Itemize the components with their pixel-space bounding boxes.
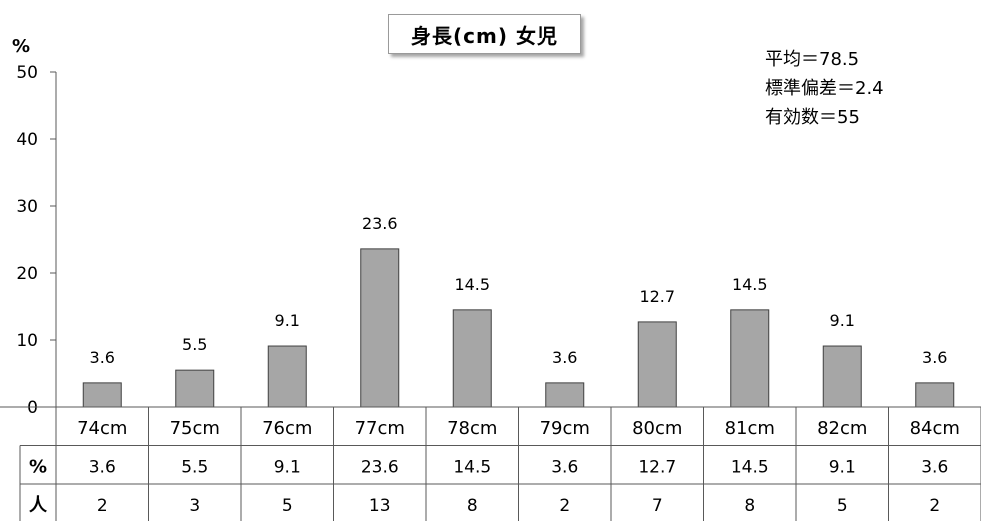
bar [545, 382, 585, 408]
x-category-label: 81cm [725, 418, 775, 439]
bar-data-label: 12.7 [639, 287, 675, 306]
table-cell: 14.5 [731, 458, 769, 478]
stats-box: 平均＝78.5 標準偏差＝2.4 有効数＝55 [765, 45, 884, 132]
bar-data-label: 5.5 [182, 335, 207, 354]
table-cell: 7 [652, 496, 663, 516]
x-category-label: 74cm [77, 418, 127, 439]
bar [637, 321, 677, 408]
bar-data-label: 3.6 [90, 348, 115, 367]
y-tick-label: 0 [27, 398, 38, 418]
table-cell: 13 [369, 496, 391, 516]
table-cell: 2 [559, 496, 570, 516]
x-category-label: 78cm [447, 418, 497, 439]
y-tick-label: 10 [16, 331, 38, 351]
table-cell: 8 [744, 496, 755, 516]
x-category-label: 76cm [262, 418, 312, 439]
bar-data-label: 23.6 [362, 214, 398, 233]
x-category-label: 80cm [632, 418, 682, 439]
bar [267, 345, 307, 408]
x-category-label: 79cm [540, 418, 590, 439]
bar [82, 382, 122, 408]
table-cell: 14.5 [453, 458, 491, 478]
table-cell: 23.6 [361, 458, 399, 478]
stat-standard-deviation: 標準偏差＝2.4 [765, 78, 884, 99]
bar-data-label: 14.5 [454, 275, 490, 294]
table-cell: 3.6 [89, 458, 116, 478]
table-cell: 5.5 [181, 458, 208, 478]
bar-data-label: 14.5 [732, 275, 768, 294]
y-tick-label: 40 [16, 130, 38, 150]
table-cell: 3 [189, 496, 200, 516]
table-cell: 9.1 [829, 458, 856, 478]
table-cell: 12.7 [638, 458, 676, 478]
chart-title: 身長(cm) 女児 [388, 14, 581, 54]
bar [452, 309, 492, 408]
bar [822, 345, 862, 408]
table-cell: 9.1 [274, 458, 301, 478]
stat-mean: 平均＝78.5 [765, 49, 860, 70]
table-cell: 3.6 [551, 458, 578, 478]
x-category-label: 84cm [910, 418, 960, 439]
stat-valid-count: 有効数＝55 [765, 107, 860, 128]
table-cell: 2 [929, 496, 940, 516]
bar [360, 248, 400, 408]
bar-data-label: 9.1 [830, 311, 855, 330]
table-cell: 5 [837, 496, 848, 516]
y-tick-label: 30 [16, 197, 38, 217]
y-tick-label: 20 [16, 264, 38, 284]
table-row-label: 人 [29, 495, 48, 516]
bar-data-label: 3.6 [922, 348, 947, 367]
bar [175, 369, 215, 408]
table-cell: 8 [467, 496, 478, 516]
x-category-label: 75cm [170, 418, 220, 439]
bar [730, 309, 770, 408]
table-cell: 3.6 [921, 458, 948, 478]
bar [915, 382, 955, 408]
table-cell: 2 [97, 496, 108, 516]
y-tick-label: 50 [16, 63, 38, 83]
x-category-label: 82cm [817, 418, 867, 439]
x-category-label: 77cm [355, 418, 405, 439]
table-cell: 5 [282, 496, 293, 516]
y-axis-unit-label: % [12, 36, 31, 57]
bar-data-label: 3.6 [552, 348, 577, 367]
table-row-label: % [29, 457, 47, 478]
bar-data-label: 9.1 [275, 311, 300, 330]
